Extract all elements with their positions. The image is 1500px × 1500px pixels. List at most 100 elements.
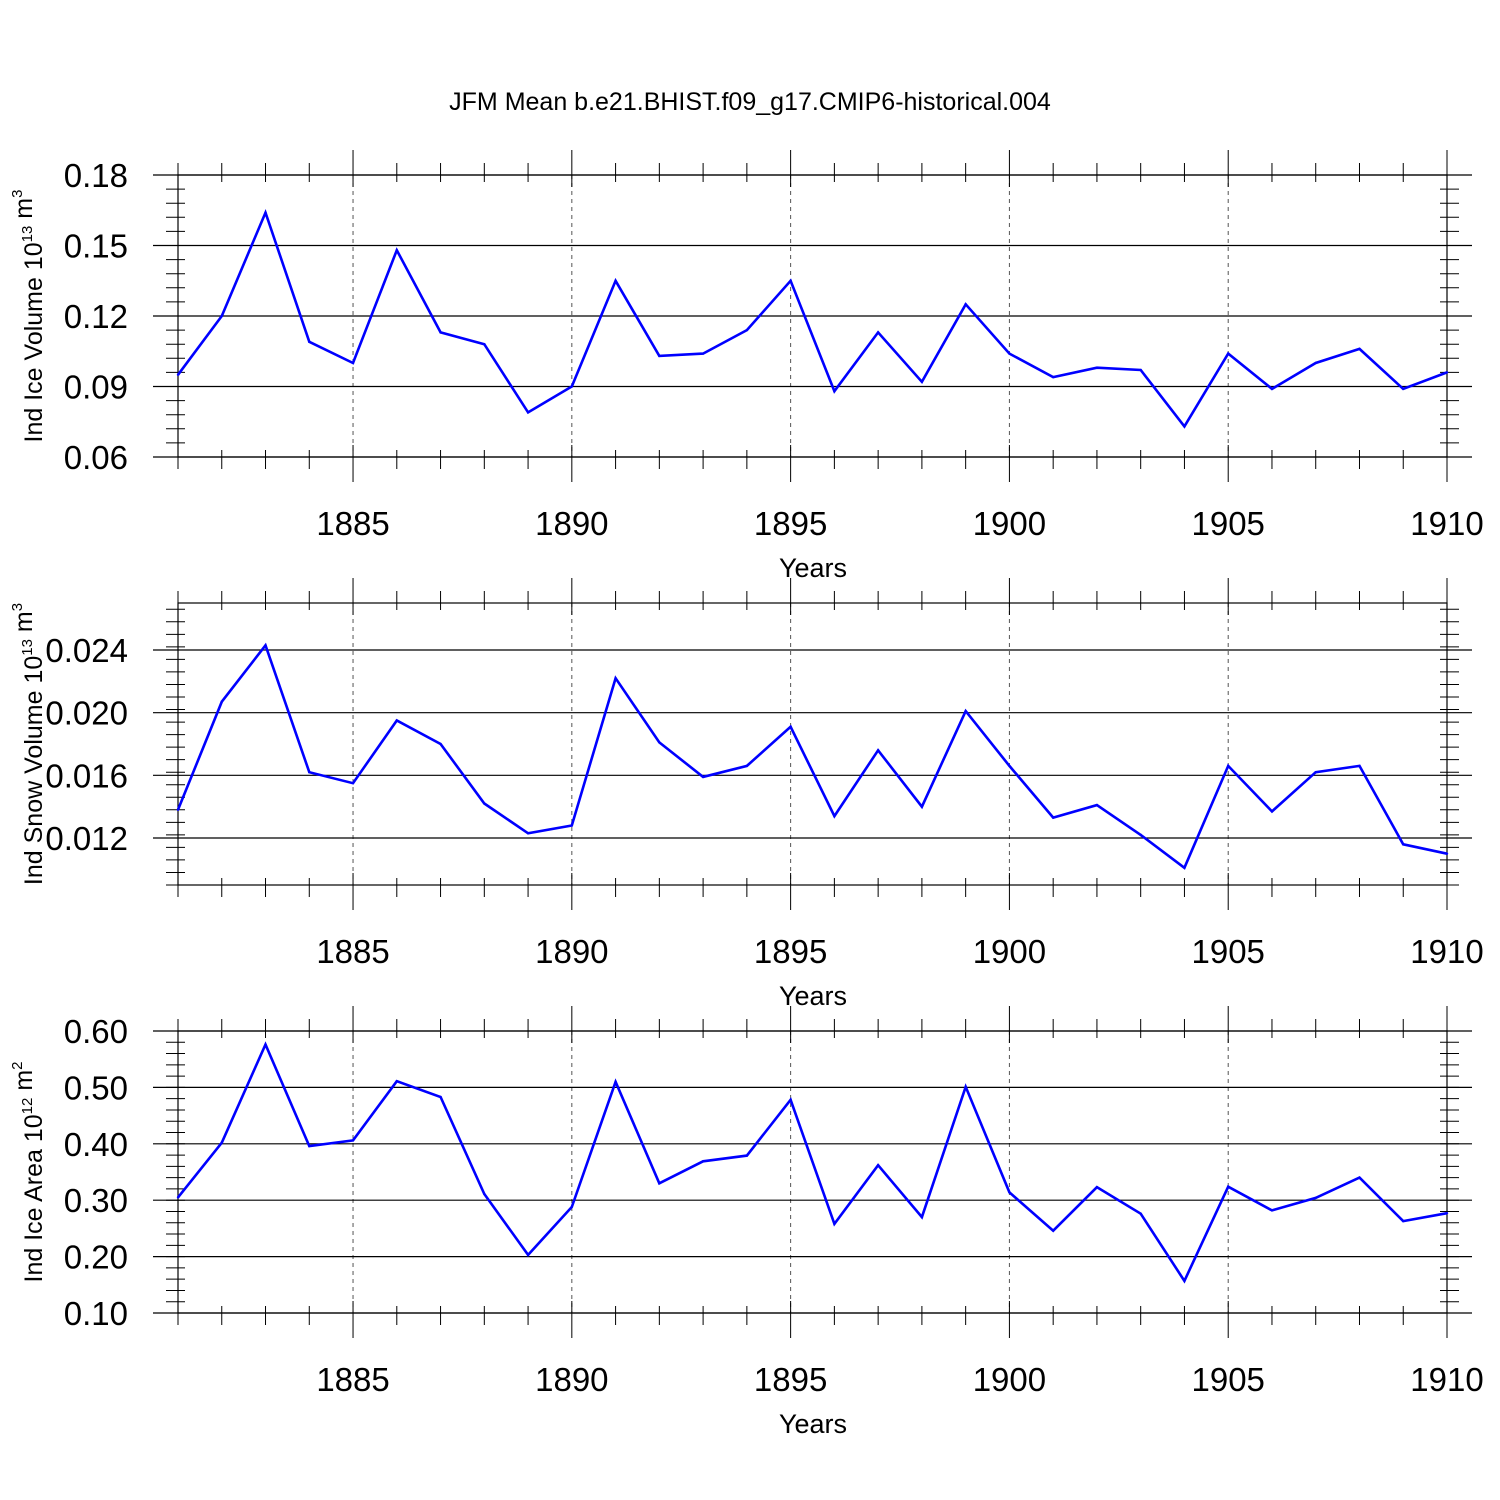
data-point xyxy=(1095,1186,1099,1189)
data-point xyxy=(1270,387,1274,391)
data-point xyxy=(658,1182,661,1185)
data-point xyxy=(876,331,880,334)
data-point xyxy=(1270,1209,1274,1212)
data-point xyxy=(439,742,442,746)
data-point xyxy=(614,677,617,680)
data-point xyxy=(789,725,792,728)
panel-2: 0.012 0.016 0.020 0.024 1885 1890 1895 1900 1905… xyxy=(9,578,1484,1011)
y-tick-label: 0.20 xyxy=(64,1239,128,1276)
x-tick-label: 1905 xyxy=(1191,505,1264,542)
x-tick-label: 1885 xyxy=(316,933,389,970)
data-point xyxy=(1095,803,1099,807)
data-point xyxy=(658,354,661,358)
y-tick-label: 0.012 xyxy=(45,820,128,857)
x-tick-label: 1885 xyxy=(316,505,389,542)
data-point xyxy=(745,764,749,768)
data-point xyxy=(658,741,661,744)
data-point xyxy=(1139,1212,1142,1215)
data-point xyxy=(1402,843,1405,846)
data-point xyxy=(1008,764,1011,768)
x-tick-label: 1885 xyxy=(316,1361,389,1398)
x-tick-label: 1905 xyxy=(1191,933,1264,970)
y-tick-label: 0.15 xyxy=(64,228,128,265)
y-tick-label: 0.016 xyxy=(45,757,128,794)
x-tick-label: 1895 xyxy=(754,505,827,542)
y-tick-label: 0.10 xyxy=(64,1295,128,1332)
data-point xyxy=(1051,375,1055,379)
data-point xyxy=(745,1154,749,1157)
data-point xyxy=(964,303,967,306)
y-axis-label: Ind Ice Volume 1013 m3 xyxy=(9,190,48,443)
series-line xyxy=(176,208,1448,429)
data-point xyxy=(264,211,267,214)
x-tick-label: 1895 xyxy=(754,933,827,970)
x-tick-label: 1890 xyxy=(535,1361,608,1398)
y-tick-label: 0.18 xyxy=(64,157,128,194)
data-point xyxy=(1051,816,1055,819)
data-point xyxy=(395,1079,398,1083)
x-tick-label: 1900 xyxy=(973,505,1046,542)
y-axis-label-part: m xyxy=(10,1070,38,1098)
data-point xyxy=(876,1164,880,1167)
data-point xyxy=(1008,1191,1011,1194)
data-point xyxy=(964,1085,967,1089)
y-tick-label: 0.020 xyxy=(45,695,128,732)
data-point xyxy=(701,1160,705,1163)
data-point xyxy=(351,781,355,785)
data-point xyxy=(176,373,180,376)
data-point xyxy=(176,808,180,811)
chart-title: JFM Mean b.e21.BHIST.f09_g17.CMIP6-histo… xyxy=(449,88,1051,116)
y-tick-label: 0.60 xyxy=(64,1013,128,1050)
y-axis-label-superscript: 3 xyxy=(9,603,26,611)
data-point xyxy=(833,1222,836,1226)
x-tick-label: 1905 xyxy=(1191,1361,1264,1398)
data-point xyxy=(439,331,442,334)
data-point xyxy=(614,1080,617,1083)
y-tick-label: 0.50 xyxy=(64,1069,128,1106)
data-point xyxy=(395,249,398,252)
x-tick-label: 1895 xyxy=(754,1361,827,1398)
data-point xyxy=(176,1196,180,1199)
data-point xyxy=(308,340,311,344)
data-point xyxy=(876,749,880,752)
data-point xyxy=(833,390,836,393)
y-tick-label: 0.09 xyxy=(64,369,128,406)
data-point xyxy=(789,279,792,282)
y-tick-label: 0.06 xyxy=(64,439,128,476)
data-point xyxy=(351,361,355,365)
data-point xyxy=(526,832,530,835)
data-point xyxy=(570,385,574,388)
x-tick-label: 1910 xyxy=(1410,933,1483,970)
y-axis-label-part: Ind Ice Area 10 xyxy=(20,1114,48,1282)
y-axis-label-superscript: 3 xyxy=(9,190,26,198)
data-point xyxy=(701,352,705,355)
x-tick-label: 1890 xyxy=(535,505,608,542)
data-point xyxy=(1358,347,1361,351)
data-point xyxy=(483,1192,486,1196)
series-line xyxy=(176,1041,1448,1284)
y-axis-label-superscript: 12 xyxy=(19,1098,36,1115)
data-point xyxy=(526,411,530,414)
y-tick-label: 0.40 xyxy=(64,1126,128,1163)
data-point xyxy=(439,1095,442,1099)
y-axis-label-superscript: 2 xyxy=(9,1062,26,1070)
data-point xyxy=(1445,1211,1449,1215)
data-point xyxy=(483,802,486,805)
data-point xyxy=(264,644,267,647)
panel-1: 0.06 0.09 0.12 0.15 0.18 1885 1890 1895 1900 1905… xyxy=(9,150,1484,583)
data-point xyxy=(1095,366,1099,369)
data-point xyxy=(1445,852,1449,855)
y-axis-label: Ind Snow Volume 1013 m3 xyxy=(9,603,48,885)
data-point xyxy=(1358,764,1361,768)
y-axis-label-part: m xyxy=(10,198,38,226)
data-point xyxy=(220,700,223,703)
x-axis-label: Years xyxy=(779,1409,847,1439)
y-axis-label-part: m xyxy=(10,611,38,639)
data-point xyxy=(745,328,749,332)
y-tick-label: 0.30 xyxy=(64,1182,128,1219)
data-point xyxy=(1402,1219,1405,1223)
data-point xyxy=(308,771,311,774)
x-tick-label: 1900 xyxy=(973,1361,1046,1398)
data-point xyxy=(483,343,486,346)
